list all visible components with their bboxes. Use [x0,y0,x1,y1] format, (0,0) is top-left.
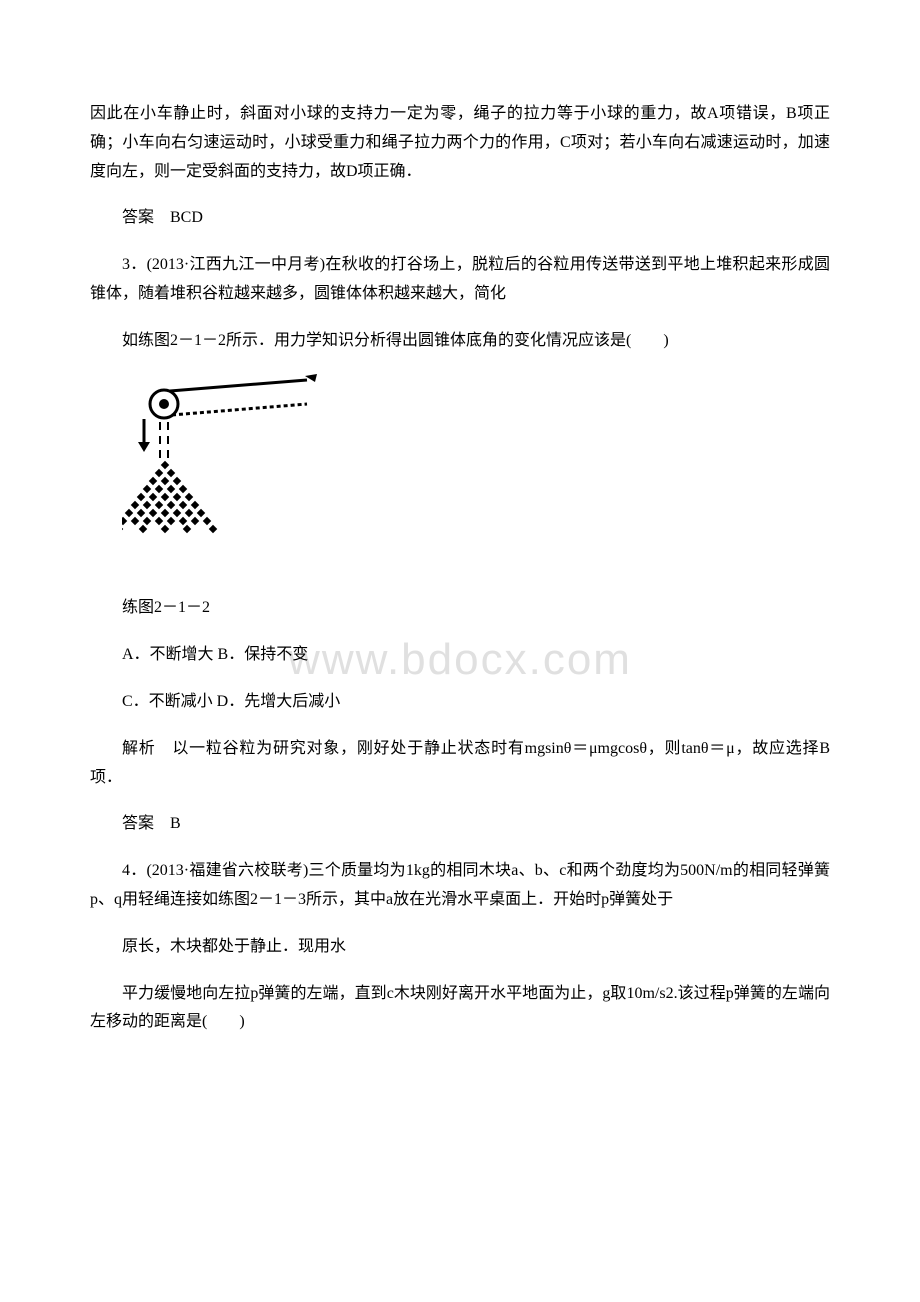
document-content: 因此在小车静止时，斜面对小球的支持力一定为零，绳子的拉力等于小球的重力，故A项错… [90,100,830,1037]
question-4-cont2: 平力缓慢地向左拉p弹簧的左端，直到c木块刚好离开水平地面为止，g取10m/s2.… [90,980,830,1038]
paragraph-explanation: 因此在小车静止时，斜面对小球的支持力一定为零，绳子的拉力等于小球的重力，故A项错… [90,100,830,186]
option-a-b: A．不断增大 B．保持不变 [90,641,830,670]
analysis-q3: 解析 以一粒谷粒为研究对象，刚好处于静止状态时有mgsinθ＝μmgcosθ，则… [90,735,830,793]
answer-bcd: 答案 BCD [90,204,830,233]
question-3-intro: 3．(2013·江西九江一中月考)在秋收的打谷场上，脱粒后的谷粒用传送带送到平地… [90,251,830,309]
option-c-d: C．不断减小 D．先增大后减小 [90,688,830,717]
figure-caption: 练图2－1－2 [90,594,830,623]
conveyor-grain-cone-icon [122,374,322,574]
answer-b: 答案 B [90,810,830,839]
question-4-cont1: 原长，木块都处于静止．现用水 [90,933,830,962]
figure-2-1-2 [122,374,830,585]
question-4-intro: 4．(2013·福建省六校联考)三个质量均为1kg的相同木块a、b、c和两个劲度… [90,857,830,915]
question-3-prompt: 如练图2－1－2所示．用力学知识分析得出圆锥体底角的变化情况应该是( ) [90,327,830,356]
